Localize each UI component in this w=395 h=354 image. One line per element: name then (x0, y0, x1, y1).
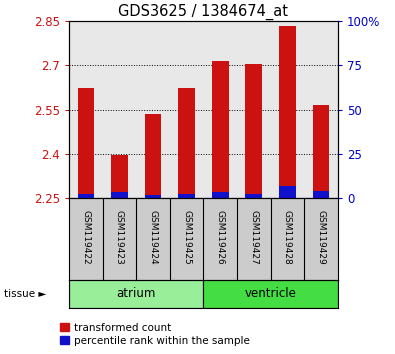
Bar (312, 105, 329, 198)
Bar (77, 87, 94, 198)
Text: GSM119426: GSM119426 (216, 210, 225, 265)
Text: GSM119424: GSM119424 (149, 210, 158, 265)
Text: GSM119423: GSM119423 (115, 210, 124, 265)
Bar (245, 194, 262, 198)
Text: tissue ►: tissue ► (4, 289, 46, 299)
Bar (203, 280, 338, 308)
Bar (212, 192, 229, 198)
Text: GSM119428: GSM119428 (283, 210, 292, 265)
Bar (69, 280, 203, 308)
Text: GSM119429: GSM119429 (316, 210, 325, 265)
Bar (245, 64, 262, 198)
Bar (279, 187, 296, 198)
Text: ventricle: ventricle (245, 287, 297, 300)
Bar (212, 61, 229, 198)
Bar (77, 194, 94, 198)
Bar (178, 194, 195, 198)
Text: GSM119422: GSM119422 (81, 210, 90, 265)
Bar (178, 87, 195, 198)
Legend: transformed count, percentile rank within the sample: transformed count, percentile rank withi… (56, 319, 253, 349)
Bar (111, 192, 128, 198)
Text: GSM119425: GSM119425 (182, 210, 191, 265)
Bar (111, 155, 128, 198)
Bar (145, 114, 162, 198)
Text: GSM119427: GSM119427 (249, 210, 258, 265)
Bar (279, 25, 296, 198)
Text: atrium: atrium (117, 287, 156, 300)
Title: GDS3625 / 1384674_at: GDS3625 / 1384674_at (118, 4, 288, 20)
Bar (145, 195, 162, 198)
Bar (312, 191, 329, 198)
